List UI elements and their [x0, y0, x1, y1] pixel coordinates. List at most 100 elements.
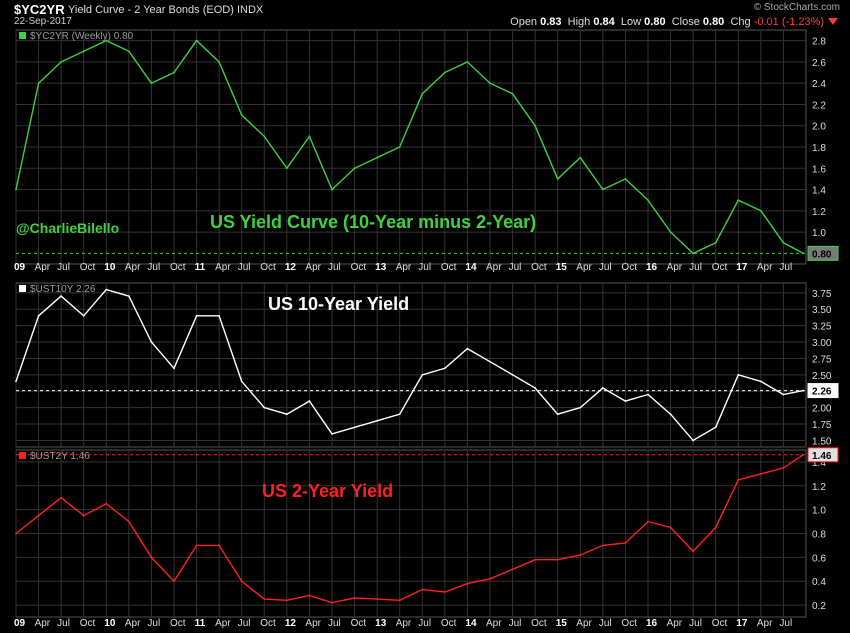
data-point [782, 393, 785, 396]
chg-value: -0.01 (-1.23%) [753, 16, 824, 28]
data-point [556, 178, 559, 180]
data-point [466, 61, 469, 63]
data-point [759, 209, 762, 212]
data-point [105, 39, 108, 42]
data-point [218, 61, 221, 63]
data-point [285, 413, 288, 416]
x-tick-label: 14 [465, 618, 477, 629]
data-point [376, 156, 379, 159]
open-value: 0.83 [540, 16, 562, 28]
y-tick-label: 2.4 [812, 79, 826, 90]
symbol-label: $YC2YR [14, 2, 65, 17]
x-tick-label: Apr [486, 262, 502, 273]
data-point [150, 556, 153, 559]
data-point [647, 520, 649, 523]
data-point [263, 406, 266, 409]
data-point [353, 597, 356, 599]
data-point [240, 580, 243, 583]
x-tick-label: Apr [757, 262, 773, 273]
x-tick-label: Apr [667, 262, 683, 273]
x-tick-label: Oct [80, 262, 96, 273]
data-point [285, 167, 288, 170]
y-tick-label: 1.8 [812, 143, 826, 154]
y-tick-label: 1.75 [812, 420, 832, 431]
data-point [443, 71, 446, 74]
data-point [466, 582, 469, 585]
x-tick-label: Apr [125, 262, 141, 273]
data-point [624, 542, 627, 544]
data-point [511, 92, 514, 95]
x-tick-label: Jul [599, 262, 612, 273]
x-tick-label: Apr [125, 618, 141, 629]
brand-label: © StockCharts.com [753, 2, 840, 13]
data-point [511, 373, 514, 376]
data-point [331, 601, 333, 604]
x-tick-label: Apr [757, 618, 773, 629]
x-tick-label: Jul [147, 618, 160, 629]
x-tick-label: Jul [57, 262, 70, 273]
high-label: High [567, 16, 591, 28]
data-point [195, 314, 198, 317]
open-label: Open [510, 16, 538, 28]
data-point [511, 568, 514, 571]
data-point [60, 496, 63, 499]
data-point [466, 347, 469, 350]
data-point [624, 178, 627, 180]
panel-title: US 2-Year Yield [262, 481, 393, 501]
data-point [353, 167, 356, 170]
y-tick-label: 0.2 [812, 601, 826, 612]
legend-label: $YC2YR (Weekly) 0.80 [30, 31, 134, 42]
y-tick-label: 1.6 [812, 164, 826, 175]
last-value-box [807, 245, 839, 261]
x-tick-label: Apr [215, 618, 231, 629]
x-tick-label: Oct [621, 618, 637, 629]
data-point [647, 393, 649, 396]
series-line-two [15, 454, 804, 604]
data-point [737, 373, 740, 376]
y-tick-label: 0.4 [812, 577, 826, 588]
x-tick-label: Jul [238, 262, 251, 273]
y-tick-label: 1.2 [812, 207, 826, 218]
data-point [556, 558, 559, 561]
legend-label: $UST10Y 2.26 [30, 284, 96, 295]
y-tick-label: 3.75 [812, 289, 832, 300]
data-point [105, 288, 108, 291]
data-point [692, 550, 695, 553]
x-tick-label: Apr [576, 618, 592, 629]
data-point [82, 514, 85, 517]
x-tick-label: Oct [351, 618, 367, 629]
y-tick-label: 2.50 [812, 371, 832, 382]
x-tick-label: Oct [441, 262, 457, 273]
data-point [489, 82, 491, 85]
x-tick-label: Jul [599, 618, 612, 629]
close-value: 0.80 [702, 16, 725, 28]
x-tick-label: Jul [689, 262, 702, 273]
x-tick-label: Jul [779, 262, 792, 273]
y-tick-label: 3.00 [812, 338, 832, 349]
y-tick-label: 1.4 [812, 458, 826, 469]
data-point [802, 453, 805, 456]
x-tick-label: Jul [147, 262, 160, 273]
data-point [489, 360, 491, 363]
y-tick-label: 1.0 [812, 506, 826, 517]
y-tick-label: 2.75 [812, 354, 832, 365]
x-tick-label: Jul [779, 618, 792, 629]
data-point [782, 466, 785, 469]
x-tick-label: 15 [556, 262, 568, 273]
x-tick-label: Jul [509, 618, 522, 629]
data-point [127, 520, 130, 523]
last-value-box [807, 383, 839, 399]
x-tick-label: Apr [396, 618, 412, 629]
data-point [331, 188, 333, 191]
data-point [692, 252, 695, 255]
data-point [714, 426, 717, 429]
data-point [218, 314, 221, 317]
data-point [308, 400, 311, 402]
x-tick-label: 09 [14, 262, 26, 273]
x-tick-label: Oct [80, 618, 96, 629]
x-tick-label: Oct [441, 618, 457, 629]
y-tick-label: 2.6 [812, 58, 826, 69]
description-text: Yield Curve - 2 Year Bonds (EOD) [68, 4, 234, 16]
data-point [534, 558, 537, 561]
